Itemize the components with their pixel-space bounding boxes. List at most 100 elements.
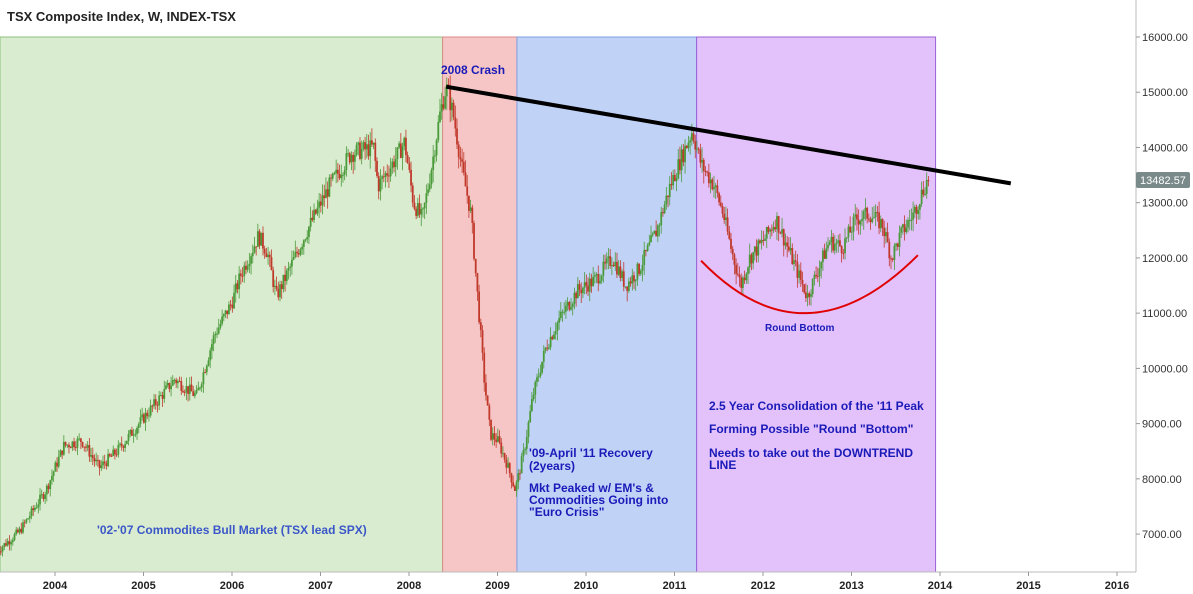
time-tick-label: 2004 (43, 580, 68, 592)
candle-body (228, 304, 230, 315)
candle-body (621, 271, 623, 278)
candle-body (629, 281, 632, 284)
candle-body (485, 382, 487, 396)
candle-body (367, 144, 370, 157)
candle-body (422, 208, 424, 210)
candle-body (883, 227, 886, 237)
candle-body (379, 178, 382, 192)
price-tick-label: 14000.00 (1142, 142, 1188, 154)
candle-body (876, 211, 879, 213)
candle-body (490, 419, 492, 440)
candle-body (454, 117, 457, 129)
candle-body (716, 185, 719, 194)
candle-body (376, 160, 378, 176)
candle-body (187, 386, 189, 394)
candle-body (185, 386, 188, 393)
candle-body (461, 159, 463, 162)
candle-body (551, 336, 554, 340)
price-tick-label: 7000.00 (1142, 529, 1182, 541)
candle-body (839, 240, 841, 247)
candle-body (464, 172, 467, 187)
candle-body (238, 273, 241, 290)
candle-body (597, 274, 600, 284)
peak-label-line2: Commodities Going into (529, 493, 668, 507)
candle-body (757, 240, 760, 256)
candle-body (428, 184, 431, 190)
candle-body (86, 445, 89, 448)
candle-body (457, 144, 460, 158)
candle-body (522, 450, 525, 457)
candle-body (820, 262, 823, 269)
candle-body (129, 429, 132, 434)
candle-body (299, 249, 302, 255)
candle-body (64, 441, 67, 446)
candle-body (917, 209, 920, 214)
candle-body (183, 392, 186, 394)
candle-body (430, 170, 433, 185)
candle-body (524, 448, 526, 451)
candle-body (340, 174, 343, 179)
candle-body (745, 273, 748, 281)
candle-body (277, 288, 280, 298)
candle-body (593, 275, 596, 277)
candle-body (515, 482, 518, 491)
candle-body (40, 494, 43, 496)
candle-body (787, 246, 790, 251)
candle-body (670, 183, 673, 186)
candle-body (679, 159, 681, 171)
candle-body (718, 193, 720, 203)
candle-body (782, 229, 785, 246)
time-tick-label: 2006 (220, 580, 244, 592)
price-tick-label: 10000.00 (1142, 363, 1188, 375)
candle-body (648, 242, 651, 246)
candle-body (345, 153, 348, 171)
candle-body (282, 274, 285, 290)
candle-body (673, 174, 676, 182)
candle-body (296, 251, 298, 254)
candle-body (784, 242, 787, 246)
candle-body (891, 258, 894, 260)
candle-body (369, 140, 372, 157)
candle-body (927, 180, 930, 182)
candle-body (112, 449, 115, 457)
time-tick-label: 2007 (308, 580, 332, 592)
candle-body (95, 459, 98, 462)
candle-body (399, 143, 402, 158)
candle-body (262, 232, 264, 249)
candle-body (335, 169, 338, 174)
candle-body (803, 284, 806, 293)
candle-body (217, 327, 220, 334)
time-tick-label: 2011 (663, 580, 687, 592)
candle-body (781, 229, 783, 234)
candle-body (609, 256, 612, 266)
candle-body (231, 304, 234, 309)
candle-body (120, 443, 123, 447)
candle-body (832, 236, 835, 251)
zones (0, 36, 937, 573)
candle-body (211, 343, 213, 351)
candle-body (884, 232, 887, 237)
candle-body (667, 195, 669, 198)
candle-body (452, 102, 455, 118)
candle-body (170, 385, 172, 390)
candle-body (561, 311, 564, 313)
candle-body (491, 433, 494, 440)
time-tick-label: 2008 (397, 580, 421, 592)
candle-body (209, 350, 212, 361)
candle-body (641, 265, 644, 271)
candle-body (74, 447, 77, 449)
candle-body (456, 128, 458, 145)
candle-body (449, 88, 452, 111)
candle-body (141, 414, 144, 418)
candle-body (45, 485, 48, 495)
candle-body (13, 534, 16, 541)
candle-body (478, 291, 481, 323)
candle-body (922, 189, 925, 195)
candle-body (314, 209, 317, 214)
candle-body (840, 246, 843, 254)
candle-body (537, 376, 540, 378)
candle-body (888, 241, 891, 259)
candle-body (663, 204, 666, 214)
candle-body (364, 142, 366, 150)
